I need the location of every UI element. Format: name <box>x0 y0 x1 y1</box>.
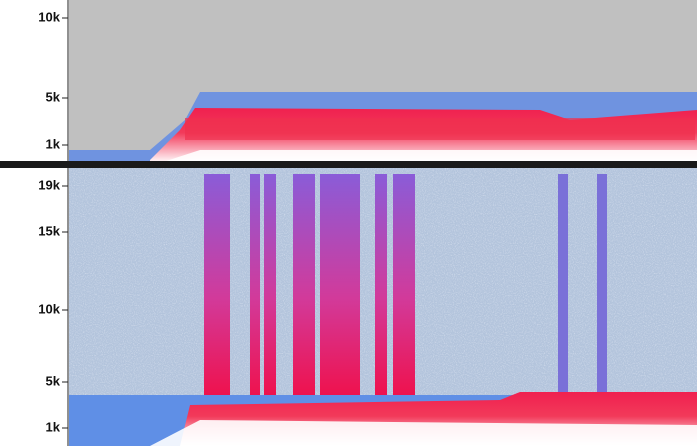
tick-label: 1k <box>46 136 61 151</box>
tick-label: 10k <box>38 301 60 316</box>
tick-label: 10k <box>38 9 60 24</box>
spectrogram-view: 10k 5k 1k 19k 15k 10k 5k 1k <box>0 0 697 446</box>
top-spectrogram <box>69 0 697 163</box>
tick-label: 5k <box>46 373 61 388</box>
panel-separator <box>0 161 697 168</box>
bottom-spectrogram <box>69 168 697 446</box>
tick-label: 15k <box>38 223 60 238</box>
tick-label: 19k <box>38 177 60 192</box>
tick-label: 5k <box>46 89 61 104</box>
tick-label: 1k <box>46 419 61 434</box>
